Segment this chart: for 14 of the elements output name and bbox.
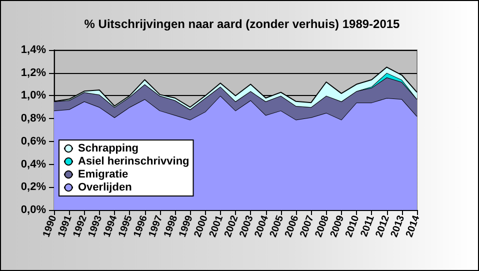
legend-label: Emigratie [78,168,128,180]
legend-label: Schrapping [78,142,139,154]
legend-label: Overlijden [78,182,132,194]
y-tick-label: 1,0% [20,90,46,102]
y-tick-label: 0,2% [20,181,46,194]
y-tick-label: 0,0% [20,204,46,216]
y-tick-label: 1,2% [20,66,46,79]
y-tick-label: 0,4% [20,158,46,170]
x-tick-label: 2011 [359,214,377,238]
chart-title: % Uitschrijvingen naar aard (zonder verhuis) 1989-2015 [84,17,400,31]
y-tick-label: 0,8% [20,112,46,125]
y-tick-label: 0,6% [20,135,46,148]
y-tick-label: 1,4% [20,44,46,56]
legend-label: Asiel herinschrivving [78,156,190,168]
